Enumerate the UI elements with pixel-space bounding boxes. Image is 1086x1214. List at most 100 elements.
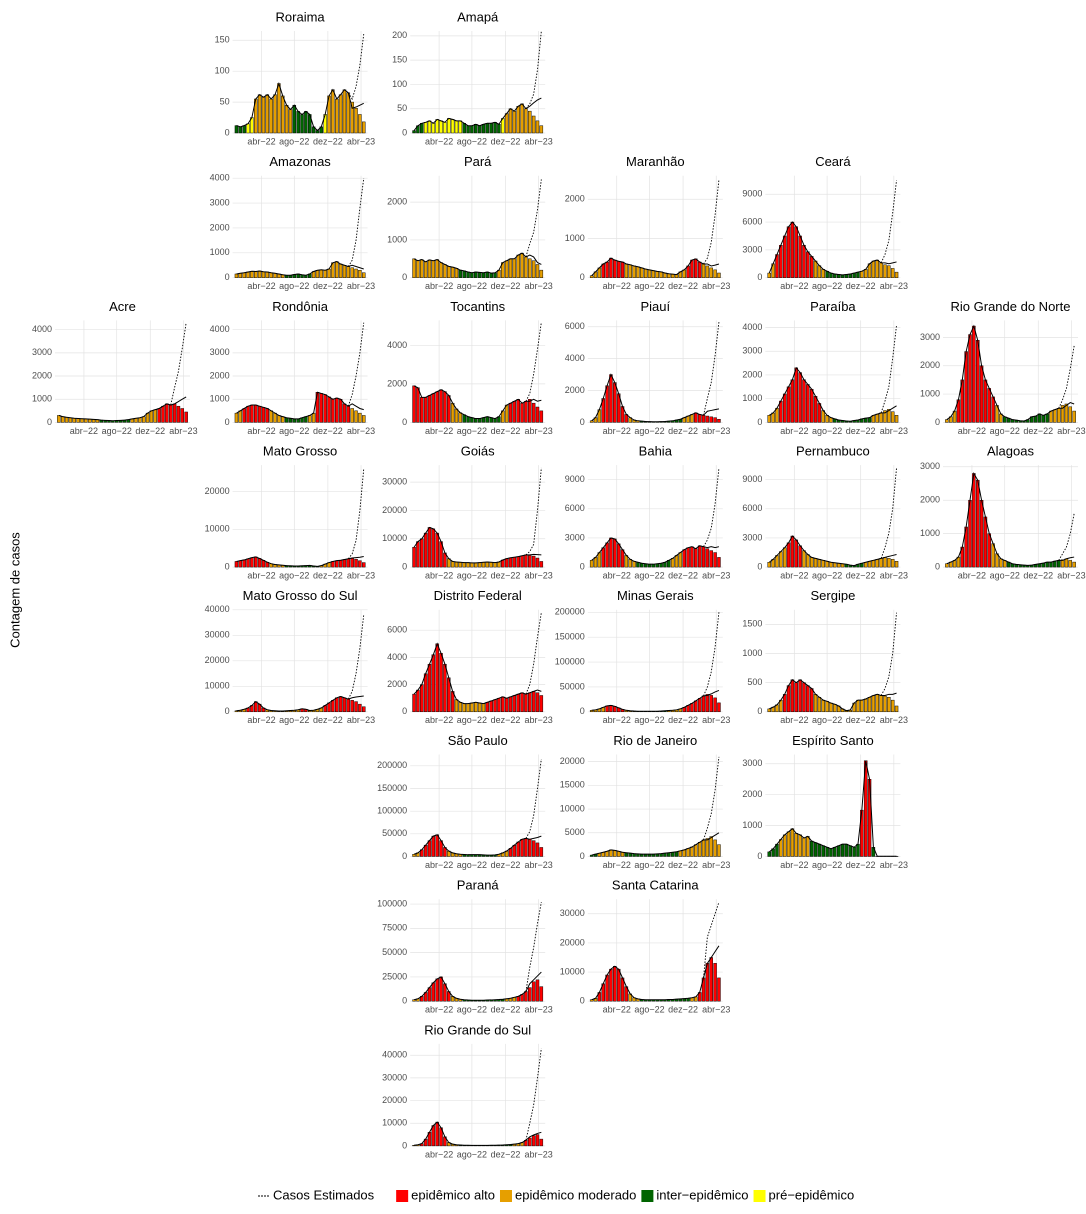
bar xyxy=(786,226,791,278)
x-tick-label: dez−22 xyxy=(313,426,343,436)
bar xyxy=(470,562,474,568)
bar xyxy=(431,260,436,278)
bar xyxy=(852,847,856,857)
panel-title: Mato Grosso do Sul xyxy=(243,588,358,603)
x-tick-label: ago−22 xyxy=(279,715,309,725)
x-tick-label: dez−22 xyxy=(846,860,876,870)
y-tick-label: 150000 xyxy=(555,632,585,642)
bar xyxy=(709,957,713,1002)
panel: Rio de Janeiro 0 5000 10000 15000 20000 abr−22… xyxy=(560,733,731,870)
bar xyxy=(281,95,285,134)
y-tick-label: 3000 xyxy=(210,347,230,357)
bar xyxy=(697,545,702,568)
panel: Paraíba 0 1000 2000 3000 4000 abr−22 ago−22 dez−… xyxy=(742,299,908,436)
x-tick-label: abr−22 xyxy=(603,860,631,870)
panel-title: Pernambuco xyxy=(796,444,870,459)
bar xyxy=(257,94,262,134)
bar xyxy=(516,106,520,134)
bar xyxy=(863,269,868,278)
bar xyxy=(535,406,540,423)
y-tick-label: 100000 xyxy=(377,898,407,908)
y-tick-label: 2000 xyxy=(32,370,52,380)
bar xyxy=(338,696,343,713)
bar xyxy=(520,252,524,278)
x-tick-label: abr−23 xyxy=(1057,570,1085,580)
bar xyxy=(435,532,439,568)
bar xyxy=(420,538,424,568)
upper-estimate-line xyxy=(1058,513,1075,561)
bar xyxy=(605,385,609,423)
bar xyxy=(489,700,493,713)
bar xyxy=(628,559,632,568)
bar xyxy=(338,94,343,134)
bar xyxy=(717,272,721,278)
estimated-line xyxy=(768,760,897,857)
upper-estimate-line xyxy=(347,614,365,700)
bar xyxy=(427,259,432,278)
x-tick-label: ago−22 xyxy=(634,426,664,436)
bar xyxy=(1045,413,1049,423)
bar xyxy=(512,258,517,278)
panel-title: Mato Grosso xyxy=(263,444,337,459)
bar xyxy=(273,412,277,423)
x-tick-label: dez−22 xyxy=(135,426,165,436)
bar xyxy=(605,974,609,1002)
bar xyxy=(416,260,420,278)
bar xyxy=(493,699,497,713)
bar xyxy=(817,843,822,857)
y-tick-label: 10000 xyxy=(382,1118,407,1128)
bar xyxy=(887,558,891,568)
y-tick-label: 10000 xyxy=(205,524,230,534)
bar xyxy=(871,695,876,713)
bar xyxy=(474,271,478,278)
estimated-line xyxy=(58,396,187,422)
bar xyxy=(474,702,478,713)
y-tick-label: 9000 xyxy=(742,189,762,199)
x-tick-label: abr−22 xyxy=(780,281,808,291)
y-tick-label: 2000 xyxy=(742,789,762,799)
upper-estimate-line xyxy=(525,467,542,556)
y-tick-label: 4000 xyxy=(210,173,230,183)
panel-title: Amapá xyxy=(457,9,499,24)
bar xyxy=(508,258,513,278)
bar xyxy=(412,130,416,134)
bar xyxy=(458,562,463,568)
bar xyxy=(520,103,524,134)
bar xyxy=(466,125,470,134)
bar xyxy=(481,562,486,568)
y-tick-label: 0 xyxy=(580,272,585,282)
bar xyxy=(767,708,771,713)
bar xyxy=(798,679,802,713)
upper-estimate-line xyxy=(880,467,897,559)
bar xyxy=(616,260,621,278)
y-tick-label: 50 xyxy=(220,96,230,106)
bar xyxy=(242,559,246,568)
y-tick-label: 0 xyxy=(757,272,762,282)
bar xyxy=(238,410,243,423)
bar xyxy=(875,694,879,713)
bar xyxy=(331,700,335,713)
bar xyxy=(535,264,540,278)
bar xyxy=(813,842,818,857)
bar xyxy=(713,839,717,857)
bar xyxy=(690,703,694,713)
bar xyxy=(1060,405,1065,423)
x-tick-label: abr−22 xyxy=(425,136,453,146)
y-tick-label: 0 xyxy=(580,996,585,1006)
bar xyxy=(779,839,783,857)
panel: Alagoas 0 1000 2000 3000 abr−22 ago−22 dez−22 ab… xyxy=(920,444,1086,581)
bar xyxy=(261,96,266,134)
bar xyxy=(860,270,864,278)
bar xyxy=(890,559,895,568)
y-tick-label: 100000 xyxy=(377,806,407,816)
x-tick-label: abr−22 xyxy=(425,1005,453,1015)
bar xyxy=(516,693,520,713)
bar xyxy=(605,261,609,278)
x-tick-label: ago−22 xyxy=(279,281,309,291)
y-tick-label: 1000 xyxy=(742,648,762,658)
panel: Santa Catarina 0 10000 20000 30000 abr−22 ago−… xyxy=(560,878,731,1015)
x-tick-label: abr−23 xyxy=(525,281,553,291)
bar xyxy=(462,562,466,568)
bar xyxy=(331,89,335,134)
bar xyxy=(60,416,65,423)
